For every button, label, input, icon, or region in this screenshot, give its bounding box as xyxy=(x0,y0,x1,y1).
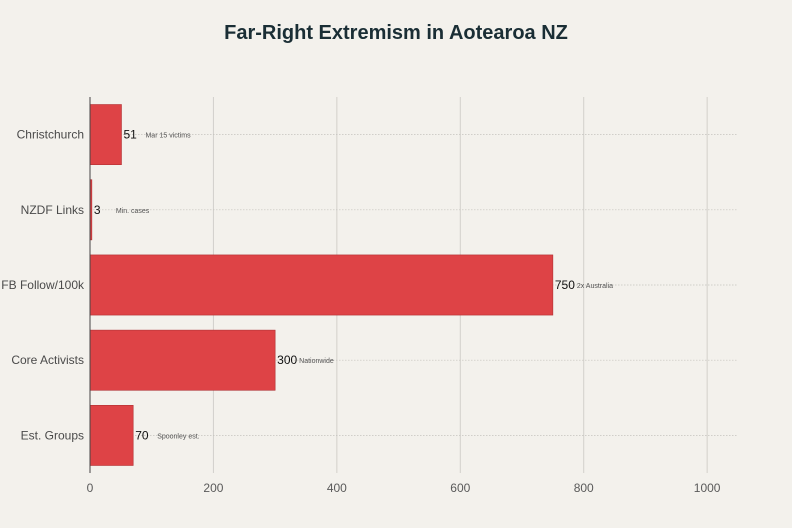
x-tick-label: 400 xyxy=(327,481,347,495)
y-category-label: NZDF Links xyxy=(21,203,84,217)
bar-value-label: 750 xyxy=(555,278,575,292)
bar-value-label: 300 xyxy=(277,353,297,367)
labels: 0 200 400 600 800 1000 Christchurch 51 Mar 15 vi… xyxy=(1,128,721,495)
y-category-label: Est. Groups xyxy=(21,428,84,442)
bar-christchurch xyxy=(89,104,122,165)
y-category-label: FB Follow/100k xyxy=(1,278,85,292)
x-tick-label: 800 xyxy=(574,481,594,495)
grid-lines xyxy=(90,97,738,473)
bar-annotation: Nationwide xyxy=(299,358,334,365)
bar-value-label: 3 xyxy=(94,203,101,217)
x-tick-label: 600 xyxy=(450,481,470,495)
x-tick-label: 1000 xyxy=(694,481,721,495)
bar-value-label: 70 xyxy=(135,428,149,442)
x-tick-label: 0 xyxy=(87,481,94,495)
bar-annotation: Mar 15 victims xyxy=(145,133,191,140)
chart-title: Far-Right Extremism in Aotearoa NZ xyxy=(224,22,568,44)
bar-core-activists xyxy=(89,329,276,391)
y-category-label: Core Activists xyxy=(11,353,84,367)
bar-est-groups xyxy=(89,405,134,466)
x-tick-label: 200 xyxy=(203,481,223,495)
bar-annotation: Spoonley est. xyxy=(157,433,199,440)
bar-value-label: 51 xyxy=(123,128,137,142)
bar-annotation: Min. cases xyxy=(116,208,150,215)
y-category-label: Christchurch xyxy=(17,128,84,142)
bars xyxy=(89,104,554,466)
bar-annotation: 2x Australia xyxy=(577,283,613,290)
bar-fb-follow-100k xyxy=(89,254,554,316)
